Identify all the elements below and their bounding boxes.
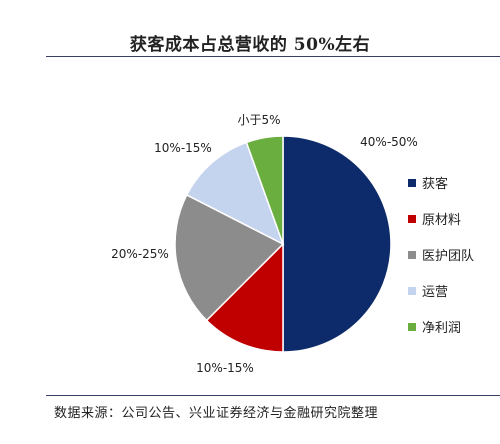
source-divider	[46, 395, 500, 396]
slice-label-5: 小于5%	[237, 113, 280, 127]
chart-title: 获客成本占总营收的 50%左右	[129, 35, 371, 55]
title-divider	[46, 56, 500, 57]
legend-swatch-2	[408, 215, 416, 223]
pie-slice-2	[205, 242, 284, 353]
slice-labels: 40%-50% 10%-15% 20%-25% 10%-15% 小于5%	[111, 113, 418, 375]
slice-label-4: 10%-15%	[154, 141, 212, 155]
legend-swatch-1	[408, 179, 416, 187]
pie-slices	[174, 135, 392, 353]
legend-swatch-4	[408, 287, 416, 295]
legend-label-4: 运营	[422, 285, 448, 300]
pie-slice-1	[282, 135, 392, 353]
pie-slice-4	[185, 141, 285, 246]
slice-label-3: 20%-25%	[111, 247, 169, 261]
slice-label-1: 40%-50%	[360, 135, 418, 149]
pie-slice-5	[245, 135, 284, 245]
legend-label-3: 医护团队	[422, 249, 474, 264]
slice-label-2: 10%-15%	[196, 361, 254, 375]
legend-label-2: 原材料	[422, 213, 461, 228]
legend-label-1: 获客	[422, 176, 448, 192]
legend-swatch-3	[408, 251, 416, 259]
pie-slice-3	[174, 193, 285, 322]
legend-label-5: 净利润	[422, 321, 461, 336]
legend-swatch-5	[408, 323, 416, 331]
source-note: 数据来源：公司公告、兴业证券经济与金融研究院整理	[54, 406, 379, 421]
